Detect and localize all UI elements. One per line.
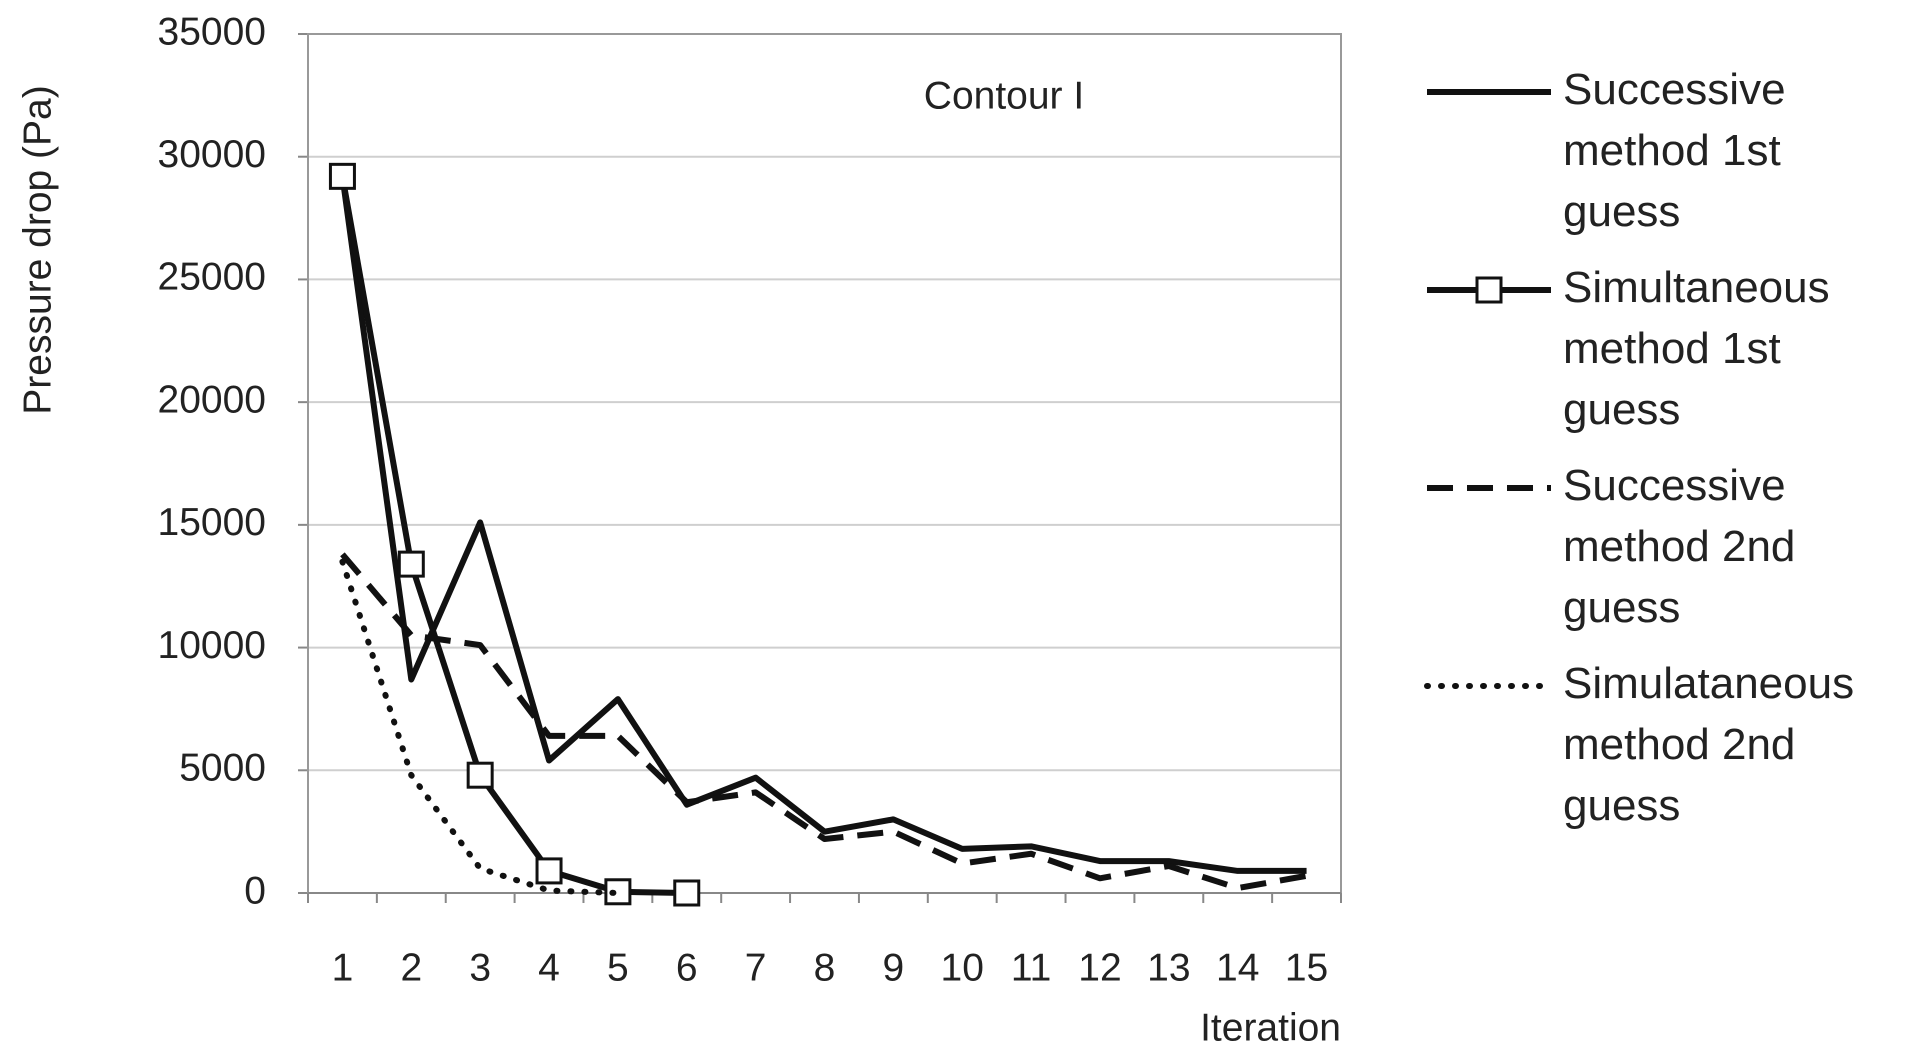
y-tick-label: 0 [244, 869, 266, 912]
y-tick-label: 20000 [158, 378, 266, 421]
x-axis-title: Iteration [1200, 1006, 1341, 1049]
x-tick-label: 11 [1011, 946, 1052, 989]
x-tick-label: 9 [883, 946, 905, 989]
series-line [339, 175, 1307, 874]
x-tick-label: 14 [1216, 946, 1259, 989]
y-tick-label: 5000 [179, 747, 266, 790]
x-tick-label: 5 [607, 946, 629, 989]
marker [673, 879, 701, 907]
annotation: Contour I [924, 74, 1084, 117]
plot-border [307, 33, 1342, 894]
y-tick-label: 35000 [158, 10, 266, 53]
x-tick-label: 12 [1078, 946, 1121, 989]
y-tick-label: 15000 [158, 501, 266, 544]
legend-label: Successive method 1st guess [1563, 65, 1786, 236]
y-tick-label: 10000 [158, 624, 266, 667]
x-tick-label: 8 [814, 946, 836, 989]
marker [535, 857, 563, 885]
x-tick-label: 15 [1285, 946, 1328, 989]
series-line [340, 552, 1308, 892]
legend-label: Simulataneous method 2nd guess [1563, 659, 1854, 830]
y-axis-title: Pressure drop (Pa) [16, 85, 59, 414]
x-tick-label: 3 [469, 946, 491, 989]
x-tick-label: 4 [538, 946, 560, 989]
legend-marker [1475, 276, 1503, 304]
x-tick-label: 6 [676, 946, 698, 989]
y-tick-label: 25000 [158, 256, 266, 299]
marker [604, 878, 632, 906]
marker [466, 761, 494, 789]
legend-label: Simultaneous method 1st guess [1563, 263, 1830, 434]
y-tick-label: 30000 [158, 133, 266, 176]
x-tick-label: 1 [332, 946, 354, 989]
x-tick-label: 7 [745, 946, 767, 989]
x-tick-label: 13 [1147, 946, 1190, 989]
x-tick-label: 10 [941, 946, 984, 989]
x-tick-label: 2 [400, 946, 422, 989]
marker [397, 550, 425, 578]
marker [328, 162, 356, 190]
legend-label: Successive method 2nd guess [1563, 461, 1795, 632]
series-line [339, 558, 621, 896]
